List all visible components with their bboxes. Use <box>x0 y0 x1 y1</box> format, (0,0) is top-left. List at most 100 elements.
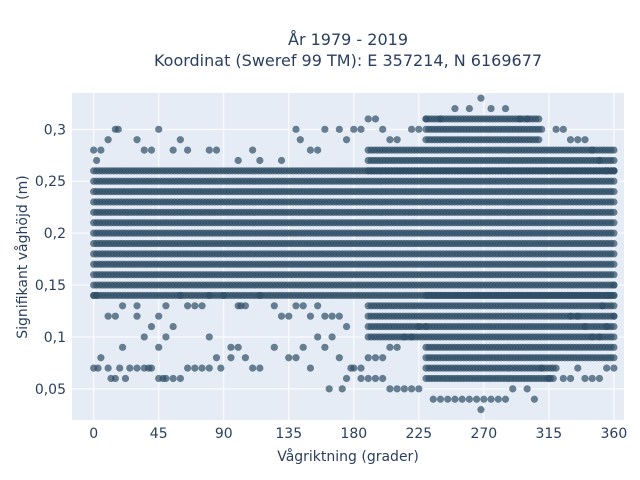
data-point <box>588 146 596 154</box>
data-point <box>415 322 423 331</box>
data-point <box>379 125 387 133</box>
data-point <box>116 364 124 372</box>
data-point <box>444 395 452 403</box>
data-point <box>603 167 611 175</box>
data-point <box>400 333 408 341</box>
x-axis-label: Vågriktning (grader) <box>277 448 419 465</box>
data-point <box>610 322 618 331</box>
data-point <box>357 125 365 133</box>
data-point <box>321 312 329 320</box>
data-point <box>121 374 130 383</box>
data-point <box>114 125 122 133</box>
data-point <box>393 136 401 144</box>
data-point <box>465 395 473 403</box>
data-point <box>342 322 351 331</box>
data-point <box>350 364 358 372</box>
data-point <box>155 312 163 320</box>
data-point <box>535 115 543 123</box>
data-point <box>574 364 582 372</box>
data-point <box>610 281 618 289</box>
data-point <box>249 146 257 154</box>
data-point <box>494 395 502 403</box>
data-point <box>610 198 618 206</box>
data-point <box>205 364 213 372</box>
data-point <box>285 312 293 320</box>
data-point <box>566 312 575 320</box>
data-point <box>610 250 618 258</box>
data-point <box>270 343 278 351</box>
data-point <box>147 146 156 154</box>
data-point <box>364 354 372 362</box>
data-point <box>530 395 539 403</box>
data-point <box>407 333 416 341</box>
x-tick-label: 45 <box>150 426 168 442</box>
data-point <box>133 136 141 144</box>
data-point <box>364 115 372 123</box>
x-tick-label: 0 <box>89 426 98 442</box>
data-point <box>400 385 408 393</box>
data-point <box>292 354 300 362</box>
data-point <box>292 302 300 310</box>
data-point <box>350 125 358 133</box>
data-points <box>90 94 618 414</box>
y-axis-ticks: 0,05 0,1 0,15 0,2 0,25 0,3 <box>35 122 66 398</box>
data-point <box>535 136 543 144</box>
data-point <box>610 312 618 320</box>
data-point <box>314 146 322 154</box>
data-point <box>256 291 264 300</box>
data-point <box>357 374 365 383</box>
data-point <box>147 322 156 331</box>
data-point <box>306 312 315 320</box>
data-point <box>133 302 141 310</box>
data-point <box>162 374 170 383</box>
data-point <box>393 343 401 351</box>
data-point <box>184 146 192 154</box>
data-point <box>104 364 112 372</box>
x-tick-label: 180 <box>340 426 367 442</box>
data-point <box>610 333 618 341</box>
data-point <box>227 343 235 351</box>
data-point <box>92 291 101 300</box>
data-point <box>133 364 141 372</box>
data-point <box>552 364 560 372</box>
data-point <box>566 374 575 383</box>
data-point <box>191 302 199 310</box>
data-point <box>509 385 517 393</box>
x-axis-ticks: 0 45 90 135 180 225 270 315 360 <box>89 426 627 442</box>
data-point <box>220 291 228 300</box>
data-point <box>292 125 300 133</box>
data-point <box>610 260 618 268</box>
data-point <box>342 136 351 144</box>
data-point <box>407 385 416 393</box>
data-point <box>97 354 105 362</box>
data-point <box>321 343 329 351</box>
chart-title-line-2: Koordinat (Sweref 99 TM): E 357214, N 61… <box>154 51 542 70</box>
data-point <box>422 322 430 331</box>
data-point <box>610 219 618 227</box>
data-point <box>595 156 604 165</box>
data-point <box>364 374 372 383</box>
y-tick-label: 0,05 <box>35 382 66 398</box>
data-point <box>523 115 531 123</box>
data-point <box>407 125 416 133</box>
data-point <box>371 115 380 123</box>
data-point <box>104 312 112 320</box>
data-point <box>325 385 333 393</box>
data-point <box>205 146 213 154</box>
data-point <box>588 374 596 383</box>
data-point <box>480 395 488 403</box>
data-point <box>429 395 437 403</box>
data-point <box>610 364 618 372</box>
data-point <box>155 343 163 351</box>
data-point <box>227 354 235 362</box>
data-point <box>422 115 430 123</box>
data-point <box>191 364 199 372</box>
data-point <box>603 322 611 331</box>
x-tick-label: 135 <box>275 426 302 442</box>
data-point <box>328 333 336 341</box>
data-point <box>299 343 307 351</box>
data-point <box>104 136 112 144</box>
data-point <box>198 302 206 310</box>
data-point <box>610 156 618 165</box>
data-point <box>205 291 213 300</box>
